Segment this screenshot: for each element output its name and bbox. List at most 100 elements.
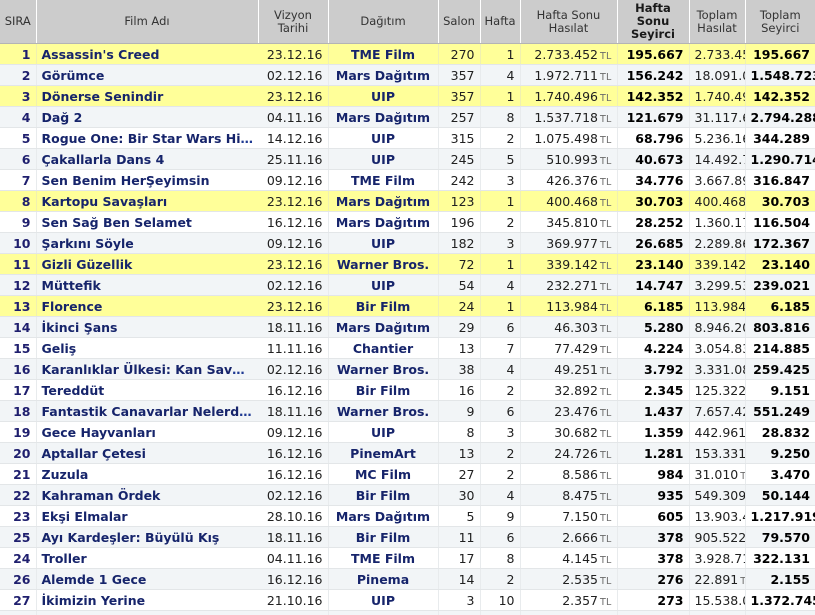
column-header-film[interactable]: Film Adı (36, 0, 259, 44)
film-title-link[interactable]: Florence (41, 298, 103, 314)
cell-film[interactable]: Tereddüt (36, 379, 258, 401)
table-row[interactable]: 14 İkinci Şans 18.11.16 Mars Dağıtım 29 6 46.3… (0, 316, 815, 338)
film-title-link[interactable]: Ekşi Elmalar (41, 508, 128, 524)
film-title-link[interactable]: Gizli Güzellik (41, 256, 133, 272)
film-title-link[interactable]: Dönerse Senindir (41, 88, 164, 104)
column-header-dagitim[interactable]: Dağıtım (328, 0, 439, 44)
table-row[interactable]: 9 Sen Sağ Ben Selamet 16.12.16 Mars Dağıtım… (0, 211, 815, 233)
table-row[interactable]: 8 Kartopu Savaşları 23.12.16 Mars Dağıtım 12… (0, 190, 815, 212)
film-title-link[interactable]: Troller (41, 550, 87, 566)
table-row[interactable]: 22 Kahraman Ördek 02.12.16 Bir Film 30 4 8.475… (0, 484, 815, 506)
cell-film[interactable]: Fantastik Canavarlar Nelerdir,... (36, 400, 259, 422)
film-title-link[interactable]: Görümce (41, 67, 105, 83)
cell-film[interactable]: Alemde 1 Gece (36, 568, 258, 590)
cell-film[interactable]: Sen Sağ Ben Selamet (36, 211, 258, 233)
table-row[interactable]: 18 Fantastik Canavarlar Nelerdir,... 18.11… (0, 400, 815, 422)
cell-hshasilat: 1.537.718 TL (520, 106, 618, 128)
table-row[interactable]: 26 Alemde 1 Gece 16.12.16 Pinema 14 2 2.535 TL 2… (0, 568, 815, 590)
film-title-link[interactable]: Kahraman Ördek (41, 487, 161, 503)
film-title-link[interactable]: Assassin's Creed (41, 46, 160, 62)
table-row[interactable]: 15 Geliş 11.11.16 Chantier 13 7 77.429 TL 4.224 3… (0, 337, 815, 359)
cell-film[interactable]: İkinci Şans (36, 316, 258, 338)
column-header-vizyon[interactable]: Vizyon Tarihi (258, 0, 329, 44)
cell-film[interactable]: Kahraman Ördek (36, 484, 258, 506)
table-row[interactable]: 24 Troller 04.11.16 TME Film 17 8 4.145 TL 378 3.… (0, 547, 815, 569)
column-header-hafta[interactable]: Hafta (480, 0, 521, 44)
film-title-link[interactable]: Rogue One: Bir Star Wars Hikay... (41, 130, 259, 146)
table-row[interactable]: 28Çılgın Ofis Partisi09.12.16Pinema131.5… (0, 610, 815, 615)
cell-film[interactable]: Assassin's Creed (36, 43, 258, 65)
table-row[interactable]: 13 Florence 23.12.16 Bir Film 24 1 113.984 TL 6.… (0, 295, 815, 317)
film-title-link[interactable]: Müttefik (41, 277, 101, 293)
cell-film[interactable]: Geliş (36, 337, 258, 359)
table-row[interactable]: 5 Rogue One: Bir Star Wars Hikay... 14.12.… (0, 127, 815, 149)
cell-salon: 9 (438, 400, 481, 422)
cell-film[interactable]: Kartopu Savaşları (36, 190, 258, 212)
cell-film[interactable]: Çakallarla Dans 4 (36, 148, 258, 170)
column-header-thasilat[interactable]: Toplam Hasılat (689, 0, 746, 44)
cell-film[interactable]: Florence (36, 295, 258, 317)
column-header-sira[interactable]: SIRA (0, 0, 37, 44)
cell-film[interactable]: Ayı Kardeşler: Büyülü Kış (36, 526, 258, 548)
cell-film[interactable]: Şarkını Söyle (36, 232, 258, 254)
film-title-link[interactable]: Sen Sağ Ben Selamet (41, 214, 192, 230)
film-title-link[interactable]: Aptallar Çetesi (41, 445, 146, 461)
table-row[interactable]: 21 Zuzula 16.12.16 MC Film 27 2 8.586 TL 984 31.0… (0, 463, 815, 485)
table-row[interactable]: 20 Aptallar Çetesi 16.12.16 PinemArt 13 2 24.7… (0, 442, 815, 464)
table-row[interactable]: 11 Gizli Güzellik 23.12.16 Warner Bros. 72 1 3… (0, 253, 815, 275)
cell-film[interactable]: Gizli Güzellik (36, 253, 258, 275)
table-row[interactable]: 23 Ekşi Elmalar 28.10.16 Mars Dağıtım 5 9 7.15… (0, 505, 815, 527)
film-title-link[interactable]: Kartopu Savaşları (41, 193, 168, 209)
cell-film[interactable]: Sen Benim HerŞeyimsin (36, 169, 258, 191)
cell-film[interactable]: Çılgın Ofis Partisi (36, 610, 258, 615)
cell-film[interactable]: Aptallar Çetesi (36, 442, 258, 464)
cell-film[interactable]: Karanlıklar Ülkesi: Kan Savaşl... (36, 358, 259, 380)
table-row[interactable]: 6 Çakallarla Dans 4 25.11.16 UIP 245 5 510.993… (0, 148, 815, 170)
film-title-link[interactable]: Gece Hayvanları (41, 424, 156, 440)
film-title-link[interactable]: Karanlıklar Ülkesi: Kan Savaşl... (41, 361, 259, 377)
film-title-link[interactable]: Tereddüt (41, 382, 105, 398)
table-row[interactable]: 2 Görümce 02.12.16 Mars Dağıtım 357 4 1.972.71… (0, 64, 815, 86)
table-row[interactable]: 12 Müttefik 02.12.16 UIP 54 4 232.271 TL 14.747 3… (0, 274, 815, 296)
film-title-link[interactable]: Çakallarla Dans 4 (41, 151, 165, 167)
film-title-link[interactable]: Ayı Kardeşler: Büyülü Kış (41, 529, 220, 545)
cell-film[interactable]: Troller (36, 547, 258, 569)
film-title-link[interactable]: Geliş (41, 340, 77, 356)
table-row[interactable]: 4 Dağ 2 04.11.16 Mars Dağıtım 257 8 1.537.718 T… (0, 106, 815, 128)
film-title-link[interactable]: Fantastik Canavarlar Nelerdir,... (41, 403, 259, 419)
column-header-hsseyirci[interactable]: Hafta Sonu Seyirci (617, 0, 690, 44)
table-row[interactable]: 3 Dönerse Senindir 23.12.16 UIP 357 1 1.740.49… (0, 85, 815, 107)
film-title-link[interactable]: İkinci Şans (41, 319, 118, 335)
cell-film[interactable]: Dağ 2 (36, 106, 258, 128)
table-row[interactable]: 7 Sen Benim HerŞeyimsin 09.12.16 TME Film 24… (0, 169, 815, 191)
film-title-link[interactable]: Alemde 1 Gece (41, 571, 147, 587)
table-row[interactable]: 25 Ayı Kardeşler: Büyülü Kış 18.11.16 Bir F… (0, 526, 815, 548)
table-row[interactable]: 19 Gece Hayvanları 09.12.16 UIP 8 3 30.682 TL 1.… (0, 421, 815, 443)
table-row[interactable]: 17 Tereddüt 16.12.16 Bir Film 16 2 32.892 TL 2.3… (0, 379, 815, 401)
currency-suffix: TL (600, 197, 612, 209)
cell-film[interactable]: Gece Hayvanları (36, 421, 258, 443)
cell-hafta: 1 (480, 43, 521, 65)
cell-film[interactable]: İkimizin Yerine (36, 589, 258, 611)
film-title-link[interactable]: İkimizin Yerine (41, 592, 146, 608)
cell-film[interactable]: Görümce (36, 64, 258, 86)
currency-suffix: TL (600, 302, 612, 314)
cell-sira: 11 (0, 253, 37, 275)
film-title-link[interactable]: Zuzula (41, 466, 89, 482)
table-row[interactable]: 10 Şarkını Söyle 09.12.16 UIP 182 3 369.977 TL 2… (0, 232, 815, 254)
cell-film[interactable]: Rogue One: Bir Star Wars Hikay... (36, 127, 259, 149)
cell-film[interactable]: Müttefik (36, 274, 258, 296)
film-title-link[interactable]: Sen Benim HerŞeyimsin (41, 172, 210, 188)
column-header-tseyirci[interactable]: Toplam Seyirci (745, 0, 815, 44)
table-row[interactable]: 27 İkimizin Yerine 21.10.16 UIP 3 10 2.357 TL 27… (0, 589, 815, 611)
film-title-link[interactable]: Şarkını Söyle (41, 235, 134, 251)
cell-hshasilat-value: 232.271 (546, 277, 598, 293)
column-header-hshasilat[interactable]: Hafta Sonu Hasılat (520, 0, 618, 44)
film-title-link[interactable]: Dağ 2 (41, 109, 83, 125)
cell-film[interactable]: Dönerse Senindir (36, 85, 258, 107)
table-row[interactable]: 16 Karanlıklar Ülkesi: Kan Savaşl... 02.12… (0, 358, 815, 380)
cell-film[interactable]: Zuzula (36, 463, 258, 485)
cell-film[interactable]: Ekşi Elmalar (36, 505, 258, 527)
column-header-salon[interactable]: Salon (438, 0, 481, 44)
table-row[interactable]: 1 Assassin's Creed 23.12.16 TME Film 270 1 2.7… (0, 43, 815, 65)
